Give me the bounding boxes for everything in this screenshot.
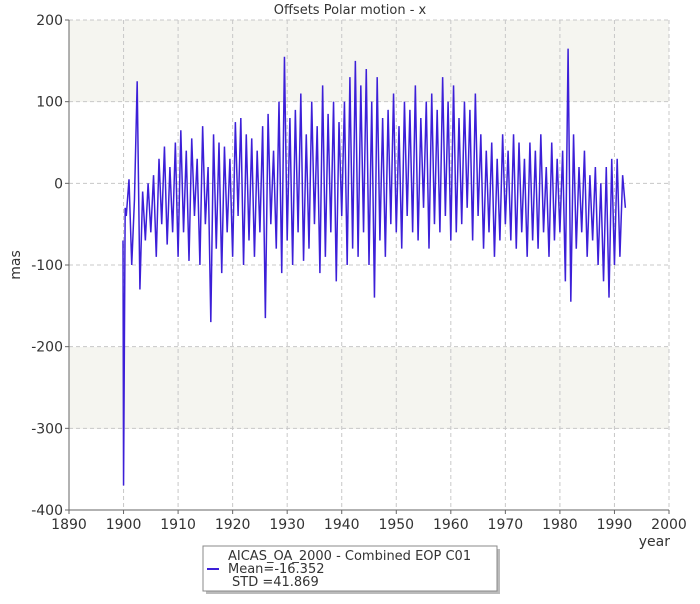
plot-band <box>69 20 669 102</box>
x-tick-label: 1930 <box>269 517 305 533</box>
legend-std: STD =41.869 <box>232 575 319 590</box>
legend: AICAS_OA_2000 - Combined EOP C01 Mean=-1… <box>202 545 500 594</box>
y-tick-label: 200 <box>36 13 63 29</box>
plot-band <box>69 347 669 429</box>
legend-box <box>202 545 498 592</box>
x-tick-label: 1940 <box>324 517 360 533</box>
y-tick-label: -400 <box>31 503 63 519</box>
y-tick-label: 100 <box>36 95 63 111</box>
x-tick-label: 1960 <box>433 517 469 533</box>
x-tick-label: 1910 <box>160 517 196 533</box>
y-tick-label: -100 <box>31 258 63 274</box>
y-tick-label: 0 <box>54 176 63 192</box>
y-axis-label: mas <box>8 250 24 280</box>
legend-label: AICAS_OA_2000 - Combined EOP C01 <box>228 549 471 564</box>
chart-title: Offsets Polar motion - x <box>274 3 427 18</box>
x-tick-label: 2000 <box>651 517 687 533</box>
legend-mean: Mean=-16.352 <box>228 562 325 577</box>
x-tick-label: 1890 <box>51 517 87 533</box>
x-axis-label: year <box>639 534 670 550</box>
series-line <box>122 48 627 486</box>
x-tick-label: 1980 <box>542 517 578 533</box>
x-tick-label: 1950 <box>378 517 414 533</box>
y-tick-label: -300 <box>31 421 63 437</box>
x-tick-label: 1900 <box>106 517 142 533</box>
x-tick-label: 1990 <box>597 517 633 533</box>
x-tick-label: 1970 <box>488 517 524 533</box>
y-tick-label: -200 <box>31 340 63 356</box>
x-tick-label: 1920 <box>215 517 251 533</box>
